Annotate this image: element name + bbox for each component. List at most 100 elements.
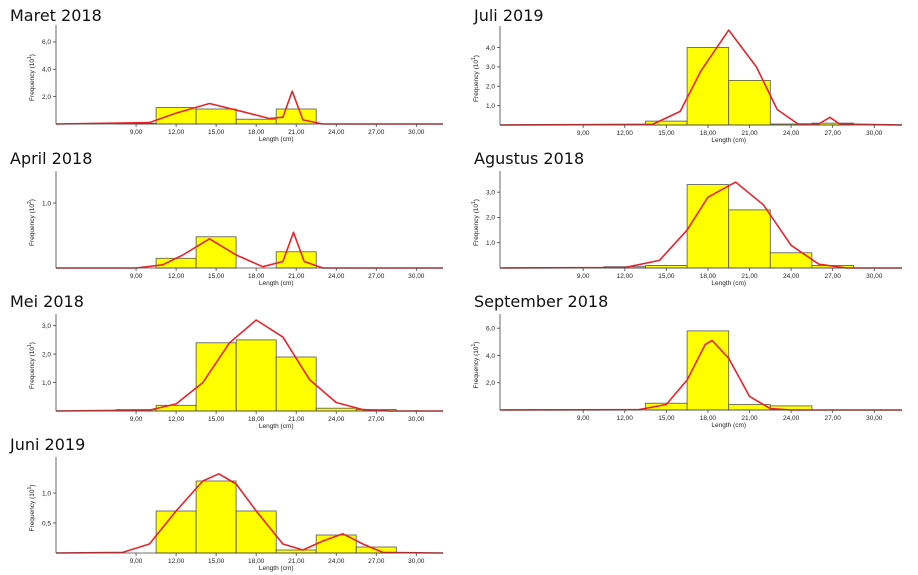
histogram-bar xyxy=(275,549,317,554)
y-axis-label: Frequency (101) xyxy=(27,342,36,389)
y-tick-label: 2,0 xyxy=(486,84,495,91)
fitted-curve xyxy=(56,231,443,269)
x-tick-label: 21,00 xyxy=(741,273,758,280)
fitted-curve xyxy=(55,319,443,412)
x-tick-label: 9,00 xyxy=(577,130,590,137)
x-tick-label: 12,00 xyxy=(617,415,634,422)
x-tick-label: 27,00 xyxy=(825,130,842,137)
fitted-curve xyxy=(55,90,443,125)
x-tick-label: 15,00 xyxy=(658,273,675,280)
y-tick-label: 6,0 xyxy=(42,39,51,46)
x-axis-label: Length (cm) xyxy=(711,422,746,429)
chart-plot: 1,0 2,0 3,0 9,00 12,00 15,00 18,00 21,00 24,00 27… xyxy=(27,314,443,430)
fitted-curve xyxy=(499,339,902,411)
y-tick-label: 0,5 xyxy=(42,520,51,527)
x-tick-label: 12,00 xyxy=(168,558,185,565)
fitted-curve xyxy=(55,473,444,554)
chart-plot: 2,0 4,0 6,0 9,00 12,00 15,00 18,00 21,00 24,00 27… xyxy=(27,25,443,143)
x-tick-label: 12,00 xyxy=(617,273,634,280)
x-tick-label: 15,00 xyxy=(658,415,675,422)
x-tick-label: 18,00 xyxy=(248,416,265,423)
histogram-bar xyxy=(195,342,237,412)
x-axis-label: Length (cm) xyxy=(259,423,294,430)
chart-title: April 2018 xyxy=(10,149,93,168)
chart-panel-4: Mei 2018 1,0 2,0 3,0 9,00 12,00 15,00 18,00 21,… xyxy=(10,292,460,432)
y-axis-label: Frequency (101) xyxy=(27,54,36,101)
histogram-bar xyxy=(728,209,771,269)
x-tick-label: 24,00 xyxy=(328,273,345,280)
x-tick-label: 9,00 xyxy=(130,416,143,423)
y-axis-label: Frequency (102) xyxy=(27,199,36,246)
chart-title: Mei 2018 xyxy=(10,292,84,311)
x-tick-label: 24,00 xyxy=(328,129,345,136)
x-tick-label: 21,00 xyxy=(288,416,305,423)
x-axis-label: Length (cm) xyxy=(259,280,294,287)
x-tick-label: 9,00 xyxy=(130,129,143,136)
x-tick-label: 9,00 xyxy=(130,558,143,565)
x-tick-label: 15,00 xyxy=(208,273,225,280)
y-tick-label: 2,0 xyxy=(42,351,51,358)
x-tick-label: 12,00 xyxy=(168,416,185,423)
x-tick-label: 24,00 xyxy=(328,558,345,565)
x-tick-label: 30,00 xyxy=(866,415,883,422)
histogram-bar xyxy=(275,251,317,269)
x-tick-label: 21,00 xyxy=(288,129,305,136)
chart-panel-1: Juli 2019 1,0 2,0 3,0 4,0 9,00 12,00 15,00 18,0… xyxy=(471,6,918,146)
histogram-bar xyxy=(195,236,237,269)
x-tick-label: 21,00 xyxy=(741,415,758,422)
x-axis-label: Length (cm) xyxy=(259,136,294,143)
y-tick-label: 6,0 xyxy=(486,325,495,332)
histogram-bar xyxy=(728,80,771,126)
x-tick-label: 12,00 xyxy=(168,273,185,280)
chart-panel-3: Agustus 2018 1,0 2,0 3,0 9,00 12,00 15,00 18,0… xyxy=(471,149,918,289)
x-tick-label: 18,00 xyxy=(248,273,265,280)
histogram-bar xyxy=(235,118,277,125)
fitted-curve xyxy=(499,181,902,269)
y-axis-label: Frequency (101) xyxy=(27,485,36,532)
x-tick-label: 27,00 xyxy=(368,129,385,136)
histogram-bar xyxy=(315,407,357,412)
x-tick-label: 15,00 xyxy=(208,129,225,136)
x-tick-label: 27,00 xyxy=(368,416,385,423)
y-tick-label: 3,0 xyxy=(42,323,51,330)
y-tick-label: 2,0 xyxy=(486,380,495,387)
x-tick-label: 15,00 xyxy=(658,130,675,137)
histogram-bar xyxy=(155,510,197,554)
y-tick-label: 3,0 xyxy=(486,64,495,71)
x-tick-label: 9,00 xyxy=(577,415,590,422)
y-tick-label: 2,0 xyxy=(486,215,495,222)
y-tick-label: 1,0 xyxy=(486,103,495,110)
chart-title: Agustus 2018 xyxy=(474,149,585,168)
y-axis-label: Frequency (101) xyxy=(471,55,480,102)
x-tick-label: 24,00 xyxy=(328,416,345,423)
y-tick-label: 4,0 xyxy=(486,45,495,52)
histogram-bar xyxy=(235,339,277,412)
chart-title: Juli 2019 xyxy=(474,6,544,25)
y-axis-label: Frequency (101) xyxy=(471,199,480,246)
x-tick-label: 21,00 xyxy=(741,130,758,137)
x-axis-label: Length (cm) xyxy=(259,565,294,572)
x-tick-label: 18,00 xyxy=(700,415,717,422)
x-axis-label: Length (cm) xyxy=(711,280,746,287)
y-axis-label: Frequency (101) xyxy=(471,342,480,389)
x-tick-label: 30,00 xyxy=(408,558,425,565)
chart-title: Maret 2018 xyxy=(10,6,102,25)
chart-plot: 0,5 1,0 9,00 12,00 15,00 18,00 21,00 24,00 27,00… xyxy=(27,457,444,572)
x-tick-label: 27,00 xyxy=(825,273,842,280)
fitted-curve xyxy=(499,29,903,126)
x-tick-label: 18,00 xyxy=(700,130,717,137)
x-tick-label: 27,00 xyxy=(368,273,385,280)
x-tick-label: 30,00 xyxy=(408,129,425,136)
x-tick-label: 12,00 xyxy=(617,130,634,137)
chart-plot: 1,0 2,0 3,0 9,00 12,00 15,00 18,00 21,00 24,00 27… xyxy=(471,171,902,287)
y-tick-label: 4,0 xyxy=(486,353,495,360)
histogram-bar xyxy=(275,356,317,412)
x-tick-label: 30,00 xyxy=(408,416,425,423)
x-tick-label: 15,00 xyxy=(208,558,225,565)
x-tick-label: 12,00 xyxy=(168,129,185,136)
y-tick-label: 2,0 xyxy=(42,94,51,101)
x-tick-label: 18,00 xyxy=(248,558,265,565)
x-tick-label: 24,00 xyxy=(783,415,800,422)
x-tick-label: 30,00 xyxy=(408,273,425,280)
histogram-bar xyxy=(686,330,730,411)
